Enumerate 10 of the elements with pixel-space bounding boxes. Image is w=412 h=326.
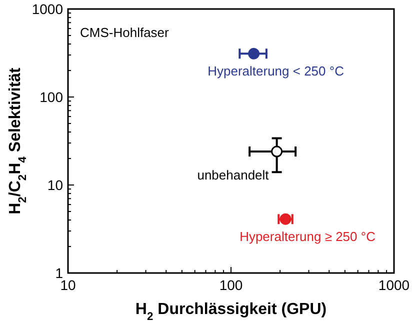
y-tick-label: 1000 [32, 1, 64, 17]
annotation: CMS-Hohlfaser [80, 25, 170, 40]
y-tick-label: 100 [40, 89, 64, 105]
x-tick-label: 100 [219, 277, 243, 293]
series-label: Hyperalterung ≥ 250 °C [240, 229, 376, 244]
x-tick-label: 1000 [378, 277, 410, 293]
series-label: unbehandelt [197, 168, 270, 183]
y-tick-label: 10 [47, 177, 64, 193]
x-axis-title: H$_{2}$ Durchlässigkeit (GPU) [135, 301, 327, 323]
series-label: Hyperalterung < 250 °C [208, 64, 344, 79]
